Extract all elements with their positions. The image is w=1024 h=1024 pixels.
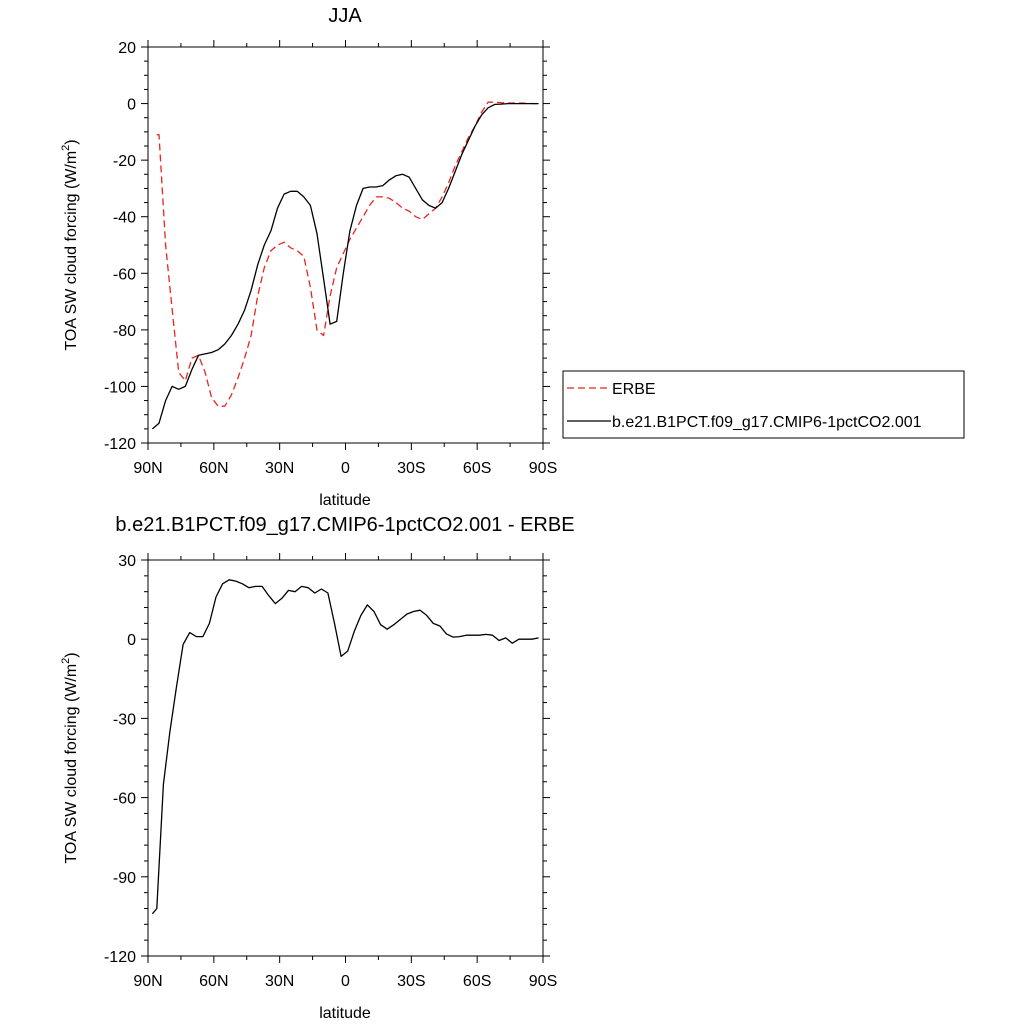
bottom-y-axis-label-close: ) [63, 652, 80, 657]
legend-label-model: b.e21.B1PCT.f09_g17.CMIP6-1pctCO2.001 [612, 414, 922, 431]
x-tick-label: 0 [341, 973, 350, 990]
bottom-plot-frame [147, 559, 544, 957]
y-tick-label: -120 [104, 436, 136, 453]
y-tick-label: -20 [113, 153, 136, 170]
x-tick-label: 60S [463, 973, 491, 990]
bottom-axis-ticks: -120 -90 -60 -30 0 30 90N 60N 30N 0 30S 60S 90S [104, 553, 557, 990]
legend-label-erbe: ERBE [612, 381, 656, 398]
bottom-panel-title: b.e21.B1PCT.f09_g17.CMIP6-1pctCO2.001 - … [115, 514, 574, 536]
top-panel-title: JJA [328, 5, 362, 27]
y-tick-label: -80 [113, 323, 136, 340]
top-y-axis-label: TOA SW cloud forcing (W/m2) [60, 139, 80, 350]
legend-box [562, 370, 965, 439]
legend: ERBE b.e21.B1PCT.f09_g17.CMIP6-1pctCO2.0… [562, 370, 965, 439]
top-y-axis-label-sup: 2 [60, 145, 72, 151]
x-tick-label: 90N [133, 973, 162, 990]
top-y-axis-label-close: ) [63, 139, 80, 144]
x-tick-label: 90N [133, 460, 162, 477]
bottom-y-axis-label-sup: 2 [60, 658, 72, 664]
x-tick-label: 60N [199, 460, 228, 477]
x-tick-label: 60S [463, 460, 491, 477]
bottom-x-axis-label: latitude [319, 1005, 371, 1022]
x-tick-label: 30N [265, 973, 294, 990]
x-tick-label: 90S [529, 973, 557, 990]
y-tick-label: -30 [113, 711, 136, 728]
series-line-erbe [156, 101, 539, 407]
y-tick-label: -60 [113, 266, 136, 283]
x-tick-label: 30S [397, 460, 425, 477]
y-tick-label: 0 [127, 97, 136, 114]
y-tick-label: -100 [104, 379, 136, 396]
bottom-y-axis-label: TOA SW cloud forcing (W/m2) [60, 652, 80, 863]
x-tick-label: 30S [397, 973, 425, 990]
y-tick-label: -60 [113, 791, 136, 808]
x-tick-label: 90S [529, 460, 557, 477]
y-tick-label: 20 [118, 40, 136, 57]
series-line-model [151, 102, 539, 430]
top-panel: JJA -120 -100 -80 -60 -40 -20 0 20 90N 60N 30N 0 30S… [60, 5, 965, 509]
y-tick-label: 30 [118, 553, 136, 570]
x-tick-label: 0 [341, 460, 350, 477]
top-y-axis-label-main: TOA SW cloud forcing (W/m [63, 151, 80, 351]
top-series-group [151, 101, 539, 430]
y-tick-label: -90 [113, 870, 136, 887]
y-tick-label: -120 [104, 949, 136, 966]
bottom-y-axis-label-main: TOA SW cloud forcing (W/m [63, 664, 80, 864]
y-tick-label: -40 [113, 210, 136, 227]
x-tick-label: 60N [199, 973, 228, 990]
y-tick-label: 0 [127, 632, 136, 649]
top-axis-ticks: -120 -100 -80 -60 -40 -20 0 20 90N 60N 30N 0 30S 60S 9… [104, 40, 557, 477]
bottom-series-group [151, 579, 539, 915]
x-tick-label: 30N [265, 460, 294, 477]
bottom-panel: b.e21.B1PCT.f09_g17.CMIP6-1pctCO2.001 - … [60, 514, 575, 1022]
top-x-axis-label: latitude [319, 492, 371, 509]
top-plot-frame [147, 46, 544, 444]
series-line-model [151, 579, 539, 915]
